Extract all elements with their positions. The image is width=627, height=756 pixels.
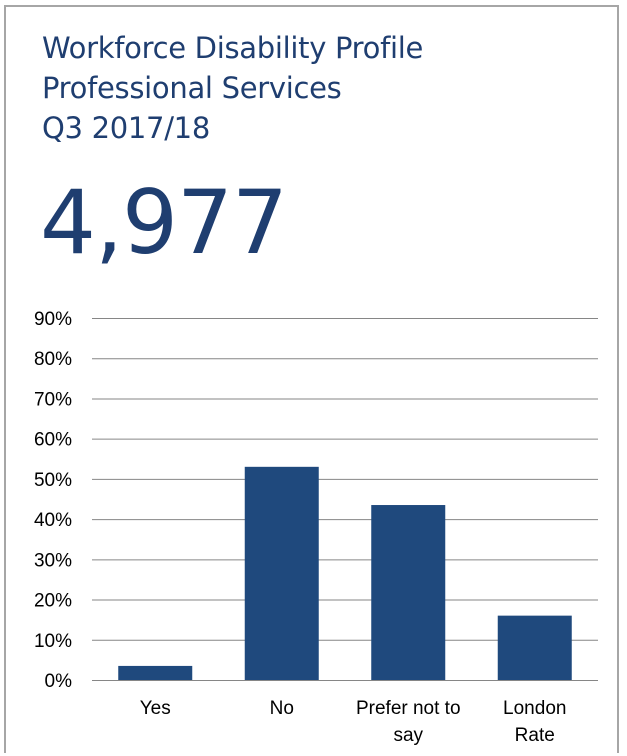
x-tick-label: No: [270, 698, 294, 719]
bars: [118, 466, 572, 680]
bar: [118, 665, 193, 680]
title-line-2: Professional Services: [42, 71, 342, 105]
x-tick-label: Prefer not to: [356, 698, 461, 719]
x-tick-label: Rate: [515, 725, 555, 746]
title-line-3: Q3 2017/18: [42, 111, 210, 145]
y-tick-label: 80%: [34, 349, 72, 370]
bar: [497, 615, 572, 680]
y-tick-label: 0%: [45, 671, 73, 692]
x-tick-label: say: [393, 725, 423, 746]
y-tick-label: 90%: [34, 309, 72, 330]
y-tick-label: 10%: [34, 631, 72, 652]
y-tick-label: 50%: [34, 470, 72, 491]
x-axis-tick-labels: Yes No Prefer not to say London Rate: [140, 698, 567, 746]
title-line-1: Workforce Disability Profile: [42, 31, 424, 65]
y-tick-label: 30%: [34, 550, 72, 571]
bar: [244, 466, 319, 680]
x-tick-label: Yes: [140, 698, 171, 719]
y-tick-label: 20%: [34, 591, 72, 612]
grid-lines: [92, 318, 598, 681]
headcount-value: 4,977: [40, 171, 288, 274]
y-tick-label: 60%: [34, 430, 72, 451]
y-tick-label: 40%: [34, 510, 72, 531]
y-axis-tick-labels: 0% 10% 20% 30% 40% 50% 60% 70% 80% 90%: [34, 309, 72, 692]
chart-title: Workforce Disability Profile Professiona…: [42, 28, 423, 148]
x-tick-label: London: [503, 698, 566, 719]
y-tick-label: 70%: [34, 389, 72, 410]
bar: [371, 505, 446, 680]
